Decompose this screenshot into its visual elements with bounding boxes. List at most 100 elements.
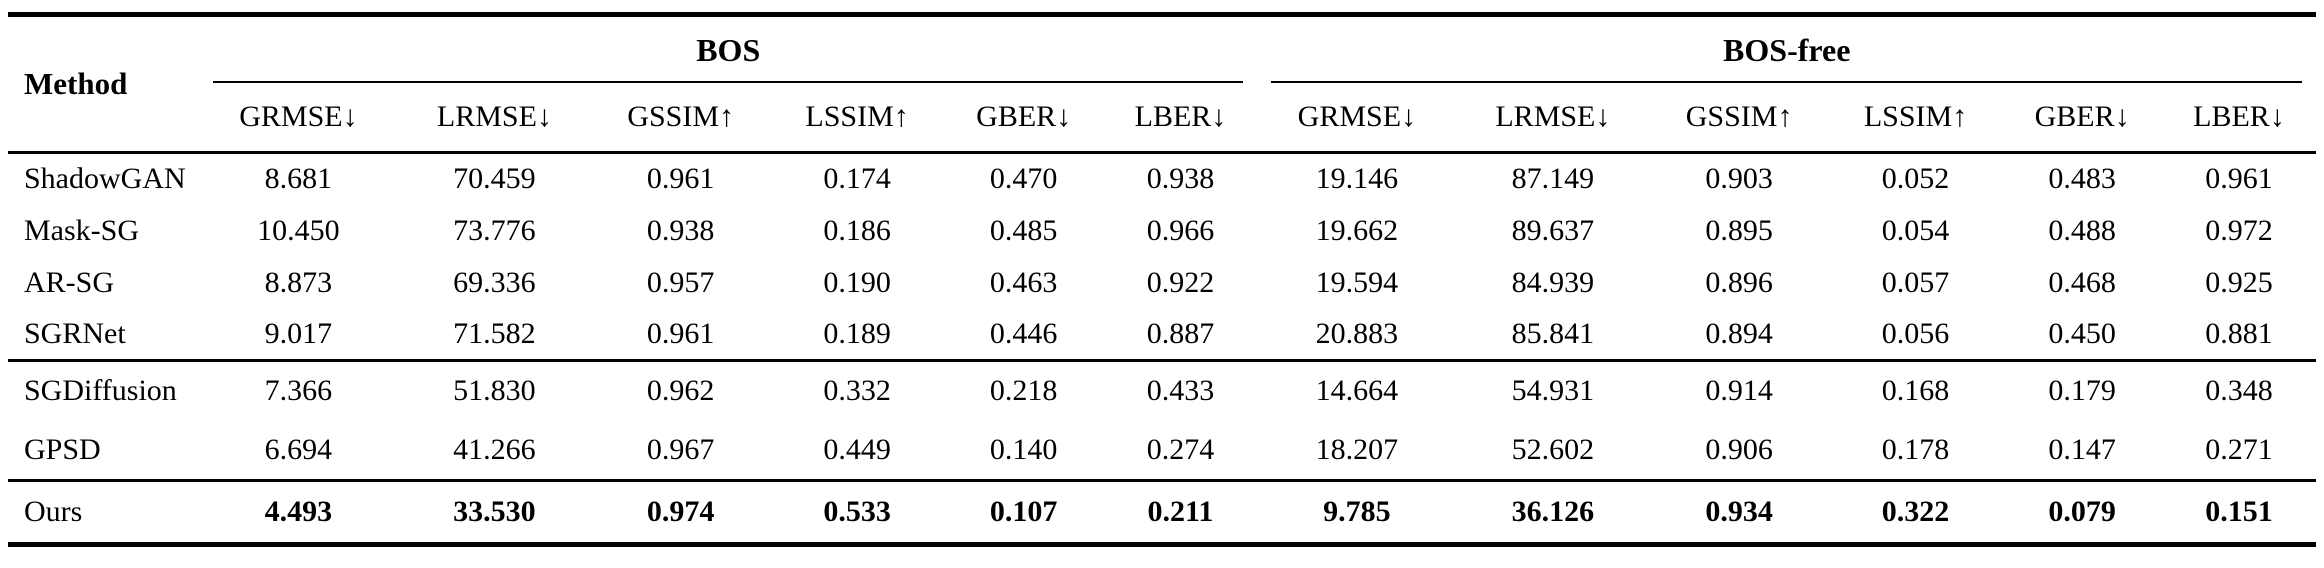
value-cell: 0.211 bbox=[1147, 495, 1214, 528]
value-cell: 0.896 bbox=[1705, 265, 1773, 299]
value-cell: 71.582 bbox=[453, 316, 536, 350]
value-cell: 0.274 bbox=[1146, 432, 1215, 466]
value-cell: 0.433 bbox=[1146, 374, 1215, 408]
value-cell: 0.961 bbox=[2205, 162, 2273, 196]
value-cell: 0.218 bbox=[989, 374, 1058, 408]
metric-header-gber-bosfree: GBER↓ bbox=[2034, 100, 2130, 133]
metric-header-lssim-bos: LSSIM↑ bbox=[805, 100, 909, 133]
section-ours: Ours 4.493 33.530 0.974 0.533 0.107 0.21… bbox=[8, 480, 2316, 545]
value-cell: 33.530 bbox=[453, 495, 536, 528]
value-cell: 70.459 bbox=[453, 162, 536, 196]
value-cell: 0.966 bbox=[1146, 213, 1215, 247]
value-cell: 51.830 bbox=[453, 374, 536, 408]
metric-header-gssim-bos: GSSIM↑ bbox=[627, 100, 734, 133]
value-cell: 0.881 bbox=[2205, 316, 2273, 350]
value-cell: 8.873 bbox=[264, 265, 333, 299]
value-cell: 0.174 bbox=[823, 162, 891, 196]
value-cell: 19.594 bbox=[1315, 265, 1399, 299]
value-cell: 19.146 bbox=[1315, 162, 1399, 196]
value-cell: 0.470 bbox=[989, 162, 1058, 196]
row-shadowgan: ShadowGAN 8.681 70.459 0.961 0.174 0.470… bbox=[8, 153, 2316, 205]
metric-header-row: GRMSE↓ LRMSE↓ GSSIM↑ LSSIM↑ GBER↓ LBER↓ … bbox=[8, 83, 2316, 153]
value-cell: 14.664 bbox=[1315, 374, 1399, 408]
value-cell: 0.972 bbox=[2205, 213, 2273, 247]
value-cell: 0.449 bbox=[823, 432, 891, 466]
method-cell: Mask-SG bbox=[24, 213, 140, 247]
value-cell: 0.168 bbox=[1881, 374, 1950, 408]
value-cell: 9.017 bbox=[264, 316, 333, 350]
value-cell: 0.052 bbox=[1881, 162, 1950, 196]
value-cell: 0.189 bbox=[823, 316, 891, 350]
value-cell: 7.366 bbox=[264, 374, 333, 408]
metric-header-lber-bosfree: LBER↓ bbox=[2193, 100, 2285, 133]
method-column-header: Method bbox=[24, 66, 128, 101]
metric-header-grmse-bos: GRMSE↓ bbox=[239, 100, 358, 133]
value-cell: 0.961 bbox=[646, 316, 715, 350]
value-cell: 0.962 bbox=[646, 374, 715, 408]
value-cell: 89.637 bbox=[1511, 213, 1595, 247]
metrics-comparison-table: Method BOS BOS-free GRMSE↓ LRMSE↓ GSSIM↑… bbox=[8, 12, 2316, 547]
value-cell: 0.894 bbox=[1705, 316, 1773, 350]
value-cell: 0.887 bbox=[1146, 316, 1215, 350]
value-cell: 0.186 bbox=[823, 213, 891, 247]
row-ours: Ours 4.493 33.530 0.974 0.533 0.107 0.21… bbox=[8, 481, 2316, 545]
value-cell: 0.938 bbox=[646, 213, 715, 247]
table-header: Method BOS BOS-free GRMSE↓ LRMSE↓ GSSIM↑… bbox=[8, 15, 2316, 153]
value-cell: 0.957 bbox=[646, 265, 715, 299]
method-cell: ShadowGAN bbox=[24, 162, 186, 196]
value-cell: 0.468 bbox=[2048, 265, 2116, 299]
value-cell: 84.939 bbox=[1511, 265, 1595, 299]
value-cell: 0.054 bbox=[1881, 213, 1950, 247]
value-cell: 0.107 bbox=[989, 495, 1058, 528]
value-cell: 41.266 bbox=[453, 432, 536, 466]
value-cell: 0.903 bbox=[1705, 162, 1773, 196]
value-cell: 20.883 bbox=[1315, 316, 1399, 350]
value-cell: 0.488 bbox=[2048, 213, 2116, 247]
metric-header-lrmse-bos: LRMSE↓ bbox=[436, 100, 552, 133]
value-cell: 0.934 bbox=[1705, 495, 1773, 528]
row-sgrnet: SGRNet 9.017 71.582 0.961 0.189 0.446 0.… bbox=[8, 309, 2316, 361]
value-cell: 36.126 bbox=[1511, 495, 1595, 528]
value-cell: 85.841 bbox=[1511, 316, 1595, 350]
value-cell: 0.151 bbox=[2205, 495, 2273, 528]
method-cell: SGDiffusion bbox=[24, 374, 177, 408]
value-cell: 0.938 bbox=[1146, 162, 1215, 196]
value-cell: 0.056 bbox=[1881, 316, 1950, 350]
metric-header-lssim-bosfree: LSSIM↑ bbox=[1863, 100, 1968, 133]
section-gan-baselines: ShadowGAN 8.681 70.459 0.961 0.174 0.470… bbox=[8, 153, 2316, 361]
group-header-bos-free: BOS-free bbox=[1257, 15, 2316, 84]
value-cell: 9.785 bbox=[1323, 495, 1391, 528]
value-cell: 0.914 bbox=[1705, 374, 1773, 408]
method-cell: SGRNet bbox=[24, 316, 126, 350]
value-cell: 0.922 bbox=[1146, 265, 1215, 299]
value-cell: 0.967 bbox=[646, 432, 715, 466]
value-cell: 0.140 bbox=[989, 432, 1058, 466]
metric-header-gber-bos: GBER↓ bbox=[976, 100, 1072, 133]
value-cell: 0.322 bbox=[1881, 495, 1950, 528]
value-cell: 0.483 bbox=[2048, 162, 2116, 196]
value-cell: 8.681 bbox=[264, 162, 333, 196]
method-cell: GPSD bbox=[24, 432, 101, 466]
value-cell: 0.906 bbox=[1705, 432, 1773, 466]
value-cell: 0.079 bbox=[2048, 495, 2116, 528]
value-cell: 73.776 bbox=[453, 213, 536, 247]
value-cell: 4.493 bbox=[264, 495, 333, 528]
value-cell: 0.446 bbox=[989, 316, 1058, 350]
value-cell: 0.533 bbox=[823, 495, 891, 528]
value-cell: 18.207 bbox=[1315, 432, 1399, 466]
method-cell: AR-SG bbox=[24, 265, 115, 299]
value-cell: 0.271 bbox=[2205, 432, 2273, 466]
value-cell: 0.179 bbox=[2048, 374, 2116, 408]
row-ar-sg: AR-SG 8.873 69.336 0.957 0.190 0.463 0.9… bbox=[8, 257, 2316, 309]
value-cell: 0.450 bbox=[2048, 316, 2116, 350]
metric-header-gssim-bosfree: GSSIM↑ bbox=[1685, 100, 1793, 133]
metric-header-lber-bos: LBER↓ bbox=[1134, 100, 1227, 133]
value-cell: 87.149 bbox=[1511, 162, 1595, 196]
metric-header-grmse-bosfree: GRMSE↓ bbox=[1297, 100, 1417, 133]
value-cell: 52.602 bbox=[1511, 432, 1595, 466]
value-cell: 10.450 bbox=[257, 213, 340, 247]
group-header-bos: BOS bbox=[199, 15, 1257, 84]
value-cell: 0.925 bbox=[2205, 265, 2273, 299]
value-cell: 0.463 bbox=[989, 265, 1058, 299]
